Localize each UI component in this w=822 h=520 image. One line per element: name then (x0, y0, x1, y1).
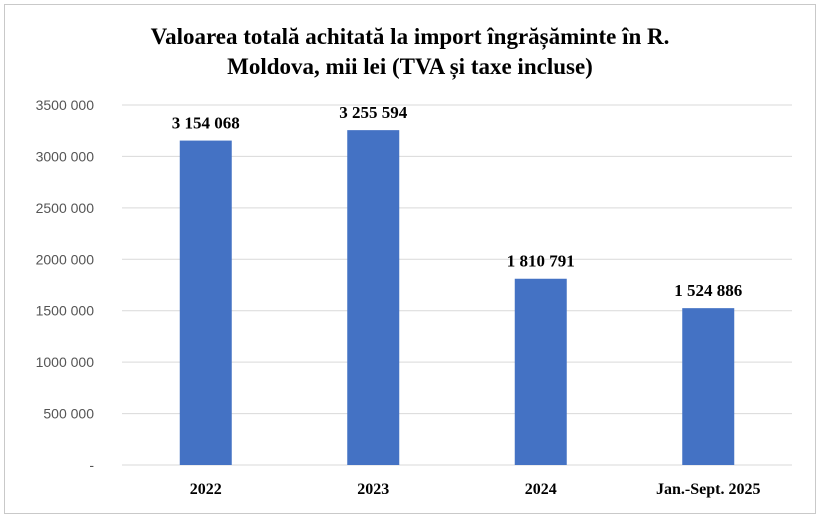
y-tick-label: 500 000 (43, 406, 94, 422)
data-label: 1 524 886 (674, 281, 742, 300)
y-tick-label: 3500 000 (36, 97, 95, 113)
data-label: 1 810 791 (507, 252, 575, 271)
bar (514, 278, 567, 465)
x-axis-ticks: 2022 2023 2024 Jan.-Sept. 2025 (190, 481, 761, 498)
bar (347, 130, 400, 465)
chart-title-line-1: Valoarea totală achitată la import îngră… (150, 24, 670, 49)
bars (179, 130, 735, 465)
chart-title-line-2: Moldova, mii lei (TVA și taxe incluse) (227, 54, 593, 79)
data-labels: 3 154 068 3 255 594 1 810 791 1 524 886 (172, 103, 743, 300)
data-label: 3 154 068 (172, 114, 240, 133)
y-tick-label: 1000 000 (36, 354, 95, 370)
y-tick-label: 2000 000 (36, 251, 95, 267)
y-tick-label: - (89, 457, 94, 473)
x-tick-label: 2024 (525, 481, 557, 498)
chart-title: Valoarea totală achitată la import îngră… (60, 22, 760, 82)
data-label: 3 255 594 (339, 103, 408, 122)
bar (682, 308, 735, 465)
y-tick-label: 1500 000 (36, 303, 95, 319)
grid-lines (122, 104, 792, 466)
x-tick-label: 2022 (190, 481, 222, 498)
x-tick-label: Jan.-Sept. 2025 (656, 481, 760, 498)
bar (179, 140, 232, 465)
x-tick-label: 2023 (357, 481, 389, 498)
y-axis-ticks: - 500 000 1000 000 1500 000 2000 000 2500 000… (36, 97, 95, 473)
y-tick-label: 2500 000 (36, 200, 95, 216)
y-tick-label: 3000 000 (36, 148, 95, 164)
